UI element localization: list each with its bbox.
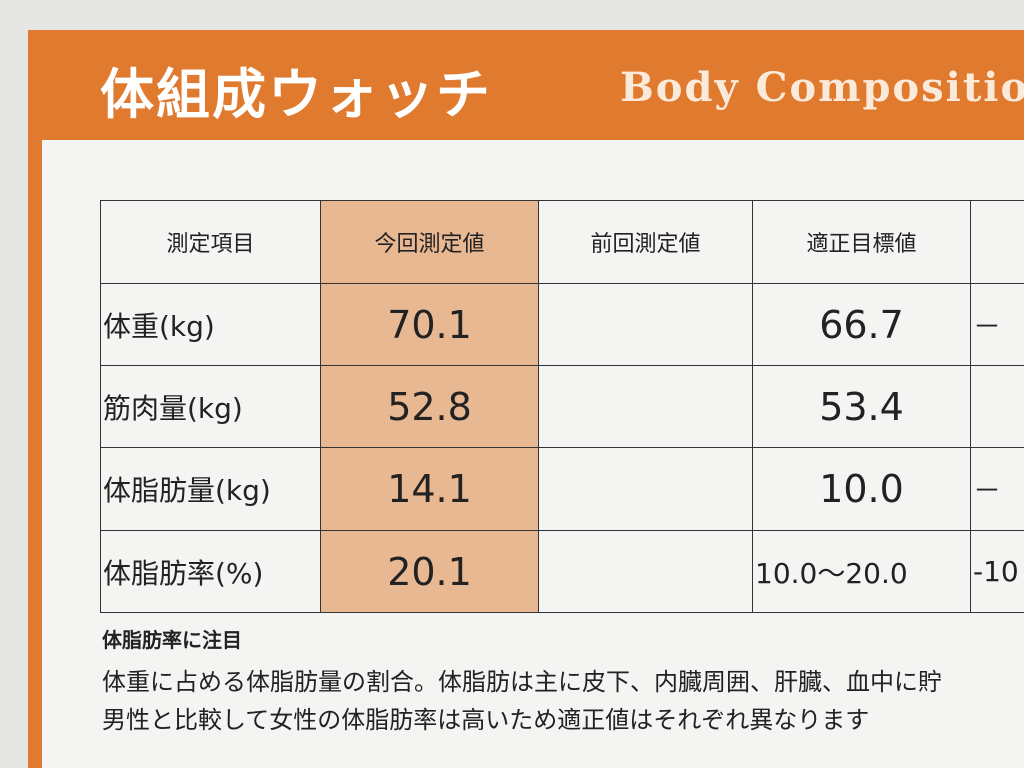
table-cell <box>970 365 1024 448</box>
table-cell: 10.0～20.0 <box>752 530 971 613</box>
column-header: 測定項目 <box>100 200 321 284</box>
column-header: 前回測定値 <box>538 200 753 284</box>
subtitle: Body Compositio <box>620 64 1024 111</box>
table-cell <box>538 283 753 366</box>
note-heading: 体脂肪率に注目 <box>102 628 242 652</box>
note-line: 男性と比較して女性の体脂肪率は高いため適正値はそれぞれ異なります <box>102 706 870 734</box>
row-label: 体脂肪率(%) <box>100 530 321 613</box>
note-line: 体重に占める体脂肪量の割合。体脂肪は主に皮下、内臓周囲、肝臓、血中に貯 <box>102 668 942 696</box>
row-label: 体重(kg) <box>100 283 321 366</box>
table-cell: 20.1 <box>320 530 539 613</box>
table-cell <box>538 365 753 448</box>
table-cell: 66.7 <box>752 283 971 366</box>
column-header <box>970 200 1024 284</box>
table-cell <box>538 447 753 531</box>
table-cell: － <box>970 447 1024 531</box>
row-label: 筋肉量(kg) <box>100 365 321 448</box>
table-cell: 52.8 <box>320 365 539 448</box>
row-label: 体脂肪量(kg) <box>100 447 321 531</box>
table-cell: -10 <box>970 530 1024 613</box>
column-header: 適正目標値 <box>752 200 971 284</box>
table-cell: 70.1 <box>320 283 539 366</box>
column-header: 今回測定値 <box>320 200 539 284</box>
table-cell <box>538 530 753 613</box>
table-cell: 14.1 <box>320 447 539 531</box>
title: 体組成ウォッチ <box>100 63 492 126</box>
table-cell: 53.4 <box>752 365 971 448</box>
header-band <box>28 30 1024 140</box>
table-cell: － <box>970 283 1024 366</box>
table-cell: 10.0 <box>752 447 971 531</box>
